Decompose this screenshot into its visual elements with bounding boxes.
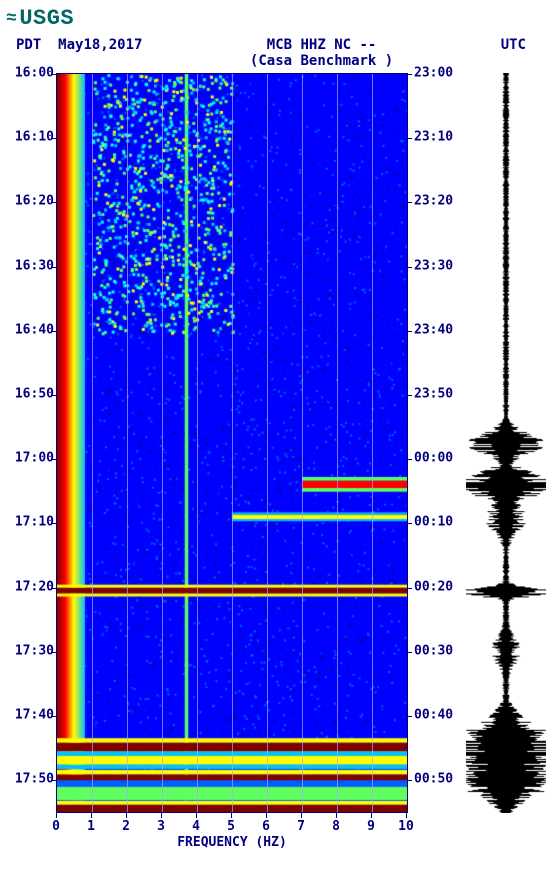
header-left: PDT May18,2017 xyxy=(16,37,142,69)
freq-tick: 9 xyxy=(367,819,375,834)
utc-tick: 00:10 xyxy=(414,515,460,530)
freq-tick: 4 xyxy=(192,819,200,834)
waveform xyxy=(466,73,546,813)
header-date: May18,2017 xyxy=(58,37,142,53)
station-subtitle: (Casa Benchmark ) xyxy=(250,53,393,69)
pdt-tick: 16:30 xyxy=(6,258,54,273)
spectrogram xyxy=(56,73,408,813)
chart-header: PDT May18,2017 MCB HHZ NC -- (Casa Bench… xyxy=(6,37,546,69)
header-center: MCB HHZ NC -- (Casa Benchmark ) xyxy=(250,37,393,69)
utc-tick: 23:00 xyxy=(414,66,460,81)
pdt-tick: 16:40 xyxy=(6,322,54,337)
freq-tick: 10 xyxy=(398,819,414,834)
pdt-tick: 16:00 xyxy=(6,66,54,81)
waveform-canvas xyxy=(466,73,546,813)
utc-tick: 23:10 xyxy=(414,130,460,145)
utc-tick: 23:40 xyxy=(414,322,460,337)
pdt-tick: 17:40 xyxy=(6,708,54,723)
freq-tick: 5 xyxy=(227,819,235,834)
pdt-tick: 16:10 xyxy=(6,130,54,145)
utc-tick: 23:30 xyxy=(414,258,460,273)
left-tz: PDT xyxy=(16,37,41,53)
pdt-axis: 16:0016:1016:2016:3016:4016:5017:0017:10… xyxy=(6,73,54,813)
utc-axis: 23:0023:1023:2023:3023:4023:5000:0000:10… xyxy=(414,73,460,813)
x-axis-label: FREQUENCY (HZ) xyxy=(177,835,287,850)
utc-tick: 23:50 xyxy=(414,387,460,402)
right-tz: UTC xyxy=(501,37,526,69)
utc-tick: 00:40 xyxy=(414,708,460,723)
freq-tick: 3 xyxy=(157,819,165,834)
freq-tick: 7 xyxy=(297,819,305,834)
utc-tick: 00:30 xyxy=(414,643,460,658)
pdt-tick: 17:10 xyxy=(6,515,54,530)
freq-tick: 8 xyxy=(332,819,340,834)
pdt-tick: 17:00 xyxy=(6,451,54,466)
pdt-tick: 17:50 xyxy=(6,772,54,787)
utc-tick: 23:20 xyxy=(414,194,460,209)
logo-text: USGS xyxy=(19,6,74,31)
usgs-logo: ≈USGS xyxy=(6,6,546,31)
station-code: MCB HHZ NC -- xyxy=(250,37,393,53)
plot-area: 16:0016:1016:2016:3016:4016:5017:0017:10… xyxy=(6,73,546,873)
pdt-tick: 16:20 xyxy=(6,194,54,209)
utc-tick: 00:00 xyxy=(414,451,460,466)
freq-tick: 1 xyxy=(87,819,95,834)
freq-tick: 2 xyxy=(122,819,130,834)
utc-tick: 00:50 xyxy=(414,772,460,787)
wave-icon: ≈ xyxy=(6,10,17,28)
pdt-tick: 16:50 xyxy=(6,387,54,402)
pdt-tick: 17:30 xyxy=(6,643,54,658)
freq-tick: 0 xyxy=(52,819,60,834)
utc-tick: 00:20 xyxy=(414,579,460,594)
freq-tick: 6 xyxy=(262,819,270,834)
pdt-tick: 17:20 xyxy=(6,579,54,594)
